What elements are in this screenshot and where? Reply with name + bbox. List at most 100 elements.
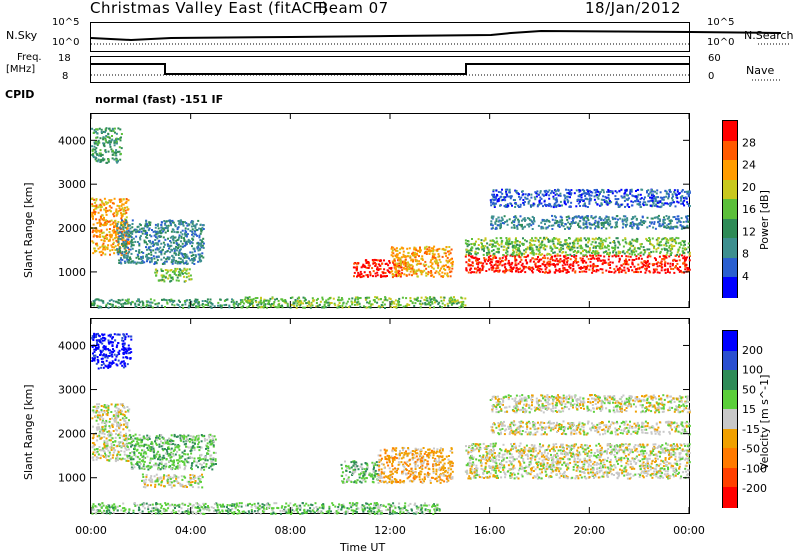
heatmap-cell (381, 305, 384, 308)
heatmap-cell (567, 243, 570, 246)
heatmap-cell (302, 296, 305, 299)
heatmap-cell (145, 255, 147, 258)
heatmap-cell (566, 226, 569, 229)
heatmap-cell (558, 241, 561, 244)
heatmap-cell (562, 247, 565, 250)
heatmap-cell (514, 215, 517, 218)
heatmap-cell (184, 301, 187, 304)
heatmap-cell (355, 267, 358, 270)
heatmap-cell (563, 200, 566, 203)
heatmap-cell (672, 259, 675, 261)
heatmap-cell (95, 159, 98, 162)
heatmap-cell (163, 275, 166, 278)
heatmap-cell (570, 193, 572, 196)
heatmap-cell (580, 239, 583, 242)
heatmap-cell (173, 304, 176, 307)
heatmap-cell (660, 266, 663, 269)
heatmap-cell (607, 216, 610, 219)
heatmap-cell (254, 299, 257, 302)
heatmap-cell (545, 266, 548, 269)
heatmap-cell (262, 301, 265, 304)
heatmap-cell (478, 258, 481, 260)
heatmap-cell (579, 195, 582, 198)
heatmap-cell (140, 260, 143, 263)
heatmap-cell (139, 236, 141, 239)
heatmap-cell (663, 257, 666, 260)
heatmap-cell (544, 191, 547, 194)
heatmap-cell (110, 354, 113, 357)
heatmap-cell (146, 223, 149, 226)
heatmap-cell (142, 302, 145, 305)
heatmap-cell (108, 234, 111, 237)
heatmap-cell (568, 217, 571, 220)
heatmap-cell (573, 246, 576, 249)
heatmap-cell (113, 127, 116, 130)
heatmap-cell (220, 306, 223, 309)
heatmap-cell (655, 248, 658, 251)
heatmap-cell (105, 305, 107, 308)
heatmap-cell (613, 254, 616, 257)
heatmap-cell (647, 194, 650, 197)
heatmap-cell (198, 236, 201, 239)
heatmap-cell (437, 253, 440, 256)
heatmap-cell (576, 242, 579, 245)
heatmap-cell (585, 243, 588, 246)
heatmap-cell (592, 254, 594, 257)
heatmap-cell (96, 341, 99, 344)
heatmap-cell (362, 263, 365, 266)
heatmap-cell (649, 240, 651, 243)
heatmap-cell (635, 195, 638, 198)
heatmap-cell (677, 249, 680, 252)
heatmap-cell (184, 253, 187, 256)
heatmap-cell (241, 301, 244, 303)
heatmap-cell (104, 209, 107, 212)
heatmap-cell (121, 298, 124, 301)
heatmap-cell (688, 190, 691, 193)
heatmap-cell (95, 153, 98, 155)
heatmap-cell (657, 247, 660, 250)
heatmap-cell (440, 275, 443, 278)
heatmap-cell (100, 250, 103, 253)
heatmap-cell (112, 241, 115, 244)
heatmap-cell (160, 258, 163, 261)
heatmap-cell (521, 252, 524, 255)
heatmap-cell (637, 263, 640, 266)
heatmap-cell (124, 299, 127, 302)
heatmap-cell (503, 263, 506, 266)
heatmap-cell (670, 225, 673, 228)
heatmap-cell (282, 300, 285, 302)
heatmap-cell (556, 200, 559, 203)
heatmap-cell (646, 190, 648, 193)
heatmap-cell (581, 199, 584, 202)
heatmap-cell (424, 303, 427, 306)
heatmap-cell (105, 354, 108, 357)
heatmap-cell (560, 248, 563, 251)
heatmap-cell (509, 268, 512, 271)
heatmap-cell (109, 249, 112, 252)
heatmap-cell (657, 217, 660, 220)
heatmap-cell (660, 244, 663, 247)
heatmap-cell (673, 271, 676, 274)
heatmap-cell (372, 262, 375, 265)
heatmap-cell (517, 218, 519, 221)
heatmap-cell (489, 239, 492, 242)
heatmap-cell (632, 249, 635, 252)
heatmap-cell (492, 267, 495, 270)
heatmap-cell (624, 189, 627, 192)
heatmap-cell (591, 191, 594, 194)
heatmap-cell (240, 306, 243, 309)
heatmap-cell (186, 255, 189, 258)
heatmap-cell (664, 202, 667, 205)
heatmap-cell (530, 224, 533, 227)
heatmap-cell (618, 257, 621, 260)
heatmap-cell (245, 300, 248, 303)
heatmap-cell (120, 200, 123, 203)
heatmap-cell (415, 298, 418, 301)
heatmap-cell (686, 217, 689, 220)
heatmap-cell (635, 218, 638, 221)
heatmap-cell (400, 256, 403, 259)
heatmap-cell (670, 243, 673, 246)
heatmap-cell (98, 219, 101, 222)
heatmap-cell (436, 261, 439, 264)
heatmap-cell (189, 251, 192, 254)
